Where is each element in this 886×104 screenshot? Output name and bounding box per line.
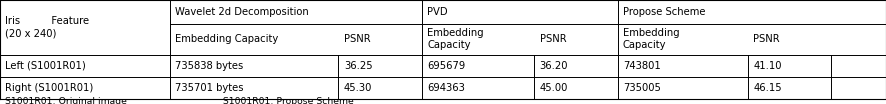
Text: 45.00: 45.00 (540, 83, 568, 93)
Text: PSNR: PSNR (540, 34, 566, 44)
Text: 735005: 735005 (623, 83, 661, 93)
Text: 735838 bytes: 735838 bytes (175, 61, 244, 71)
Text: Embedding Capacity: Embedding Capacity (175, 34, 279, 44)
Text: Wavelet 2d Decomposition: Wavelet 2d Decomposition (175, 7, 309, 17)
Text: Right (S1001R01): Right (S1001R01) (5, 83, 94, 93)
Text: PSNR: PSNR (344, 34, 370, 44)
Text: 695679: 695679 (427, 61, 465, 71)
Text: Embedding
Capacity: Embedding Capacity (427, 28, 484, 50)
Text: Propose Scheme: Propose Scheme (623, 7, 705, 17)
Text: PVD: PVD (427, 7, 447, 17)
Text: 36.20: 36.20 (540, 61, 568, 71)
Text: 41.10: 41.10 (753, 61, 781, 71)
Text: S1001R01: Original image                                S1001R01: Propose Scheme: S1001R01: Original image S1001R01: Propo… (5, 97, 354, 104)
Text: 735701 bytes: 735701 bytes (175, 83, 244, 93)
Text: PSNR: PSNR (753, 34, 780, 44)
Text: 45.30: 45.30 (344, 83, 372, 93)
Text: 46.15: 46.15 (753, 83, 781, 93)
Text: 694363: 694363 (427, 83, 465, 93)
Text: Embedding
Capacity: Embedding Capacity (623, 28, 680, 50)
Text: Left (S1001R01): Left (S1001R01) (5, 61, 86, 71)
Text: Iris          Feature
(20 x 240): Iris Feature (20 x 240) (5, 17, 89, 38)
Text: 743801: 743801 (623, 61, 661, 71)
Text: 36.25: 36.25 (344, 61, 372, 71)
